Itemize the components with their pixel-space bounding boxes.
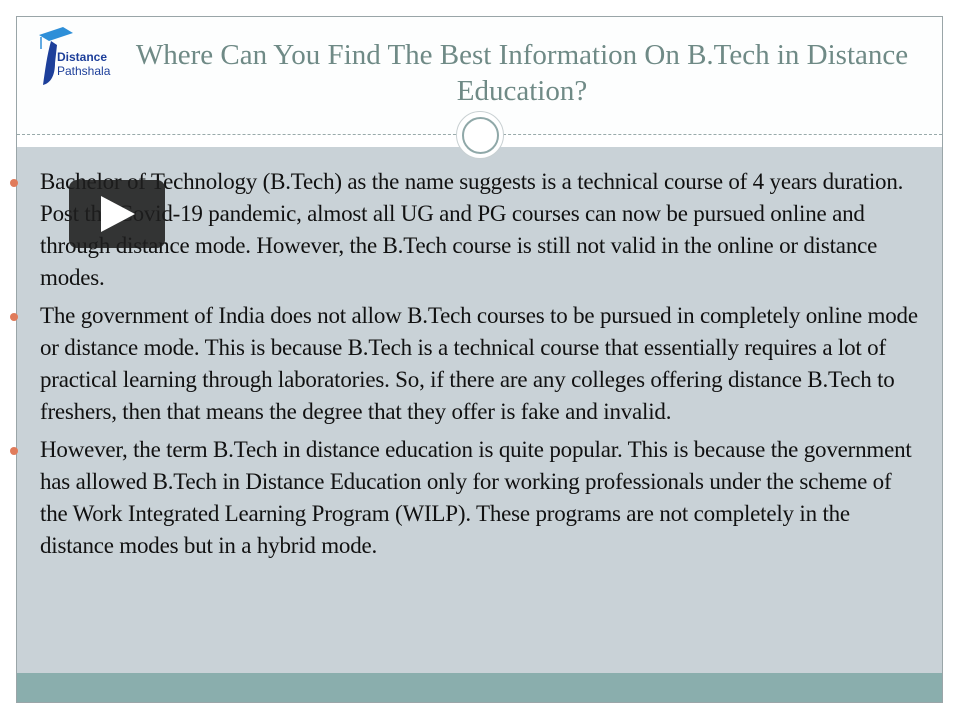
bullet-item: However, the term B.Tech in distance edu… — [10, 434, 924, 562]
slide: Distance Pathshala Where Can You Find Th… — [16, 16, 943, 703]
bullet-dot-icon — [10, 447, 18, 455]
footer-bar — [17, 673, 942, 702]
bullet-text: Bachelor of Technology (B.Tech) as the n… — [40, 169, 904, 290]
distance-pathshala-logo: Distance Pathshala — [39, 27, 111, 85]
play-button[interactable] — [69, 180, 165, 248]
svg-text:Pathshala: Pathshala — [57, 64, 111, 78]
bullet-dot-icon — [10, 313, 18, 321]
bullet-item: Bachelor of Technology (B.Tech) as the n… — [10, 166, 924, 294]
slide-title: Where Can You Find The Best Information … — [135, 39, 909, 107]
circle-ornament — [456, 111, 504, 159]
bullet-dot-icon — [10, 179, 18, 187]
svg-text:Distance: Distance — [57, 50, 107, 64]
bullet-item: The government of India does not allow B… — [10, 300, 924, 428]
bullet-text: The government of India does not allow B… — [40, 303, 918, 424]
play-icon — [101, 196, 135, 232]
bullet-text: However, the term B.Tech in distance edu… — [40, 437, 912, 558]
content-area — [17, 147, 942, 673]
bullet-list: Bachelor of Technology (B.Tech) as the n… — [10, 166, 924, 568]
